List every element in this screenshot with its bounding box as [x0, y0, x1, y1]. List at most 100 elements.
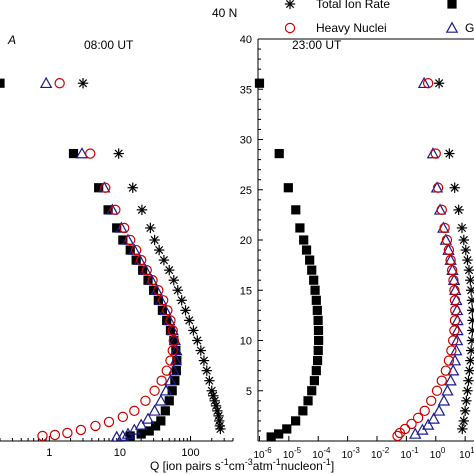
data-point-square	[103, 205, 113, 215]
data-point-triangle	[448, 354, 462, 366]
legend-marker-square	[447, 0, 457, 9]
data-point-circle	[167, 325, 178, 336]
data-point-square	[313, 315, 323, 325]
series-asterisk	[433, 78, 474, 435]
data-point-triangle	[409, 427, 422, 439]
data-point-asterisk	[456, 222, 468, 234]
data-point-asterisk	[465, 345, 474, 356]
data-point-triangle	[148, 404, 161, 416]
y-tick-label: 15	[240, 285, 252, 297]
data-point-asterisk	[184, 315, 195, 326]
panel-left-plot	[0, 76, 226, 442]
data-point-square	[313, 345, 323, 356]
data-point-circle	[129, 405, 140, 417]
data-point-asterisk	[168, 275, 180, 286]
data-point-triangle	[128, 423, 141, 435]
data-point-asterisk	[463, 375, 474, 386]
data-point-asterisk	[77, 78, 89, 89]
data-point-asterisk	[467, 305, 474, 316]
data-point-circle	[448, 275, 459, 286]
data-point-triangle	[432, 404, 446, 416]
data-point-square	[156, 416, 166, 426]
data-point-triangle	[164, 374, 177, 386]
data-point-asterisk	[198, 355, 210, 366]
data-point-square	[303, 396, 313, 406]
data-point-circle	[440, 365, 452, 376]
data-point-triangle	[110, 430, 123, 442]
x-axis-label: Q [ion pairs s-1cm-3atm-1nucleon-1]	[150, 457, 334, 473]
series-circle	[392, 78, 461, 442]
x-tick-label: 10-6	[253, 446, 272, 461]
data-point-circle	[147, 275, 158, 286]
data-point-square	[307, 265, 317, 275]
data-point-triangle	[437, 394, 451, 406]
data-point-asterisk	[444, 148, 455, 159]
data-point-triangle	[441, 384, 454, 396]
data-point-circle	[436, 375, 447, 386]
data-point-asterisk	[467, 315, 474, 326]
legend: Total Ion Rate Heavy Nuclei G	[284, 0, 474, 35]
data-point-circle	[140, 395, 151, 406]
data-point-asterisk	[192, 335, 203, 346]
y-tick-label: 20	[240, 235, 252, 247]
data-point-circle	[149, 385, 160, 396]
legend-marker-triangle	[445, 21, 459, 33]
data-point-circle	[168, 335, 180, 346]
data-point-circle	[117, 411, 129, 423]
data-point-circle	[100, 182, 111, 193]
axes: 5 10 15 20 25 30 35 40 1 10 100 10-6 10-5 10-4 10-3 10-…	[0, 34, 474, 461]
data-point-asterisk	[172, 285, 183, 296]
data-point-triangle	[39, 76, 53, 89]
figure-title: 40 N	[212, 6, 237, 20]
data-point-asterisk	[204, 375, 215, 386]
data-point-asterisk	[176, 295, 187, 306]
data-point-square	[282, 424, 292, 434]
data-point-asterisk	[158, 254, 170, 266]
data-point-triangle	[427, 412, 440, 424]
data-point-circle	[439, 222, 450, 234]
x-tick-label: 10-1	[400, 446, 419, 461]
data-point-square	[94, 183, 104, 193]
data-point-triangle	[141, 412, 155, 424]
data-point-circle	[432, 182, 444, 193]
data-point-circle	[443, 355, 455, 366]
data-point-circle	[422, 78, 434, 89]
data-point-triangle	[450, 334, 464, 346]
data-point-square	[125, 431, 135, 441]
legend-marker-circle	[284, 22, 296, 34]
data-point-triangle	[417, 76, 431, 89]
data-point-circle	[165, 355, 176, 366]
data-point-circle	[392, 430, 403, 442]
data-point-circle	[445, 254, 456, 266]
series-square	[254, 78, 324, 442]
data-point-circle	[449, 295, 461, 306]
data-point-asterisk	[465, 355, 474, 366]
data-point-asterisk	[465, 285, 474, 296]
legend-label-total-ion-rate: Total Ion Rate	[316, 0, 390, 11]
data-point-square	[307, 386, 317, 396]
series-asterisk	[77, 78, 226, 435]
x-tick-label: 10-3	[342, 446, 361, 461]
data-point-asterisk	[449, 182, 460, 193]
data-point-circle	[37, 430, 48, 442]
data-point-circle	[406, 418, 417, 430]
data-point-square	[311, 295, 321, 305]
series-circle	[37, 78, 180, 442]
data-point-circle	[165, 315, 176, 326]
data-point-circle	[450, 305, 461, 316]
x-tick-label: 100	[181, 447, 199, 459]
data-point-asterisk	[136, 204, 148, 216]
data-point-square	[313, 325, 324, 336]
legend-label-g: G	[465, 21, 474, 35]
data-point-triangle	[451, 324, 464, 336]
y-tick-label: 35	[240, 84, 252, 96]
data-point-square	[291, 416, 301, 426]
panel-left-title: 08:00 UT	[84, 38, 134, 52]
data-point-triangle	[416, 423, 429, 435]
data-point-circle	[103, 416, 115, 428]
data-point-square	[312, 305, 322, 315]
data-point-circle	[125, 234, 136, 246]
data-point-square	[125, 245, 135, 255]
x-tick-label: 10	[114, 447, 126, 459]
